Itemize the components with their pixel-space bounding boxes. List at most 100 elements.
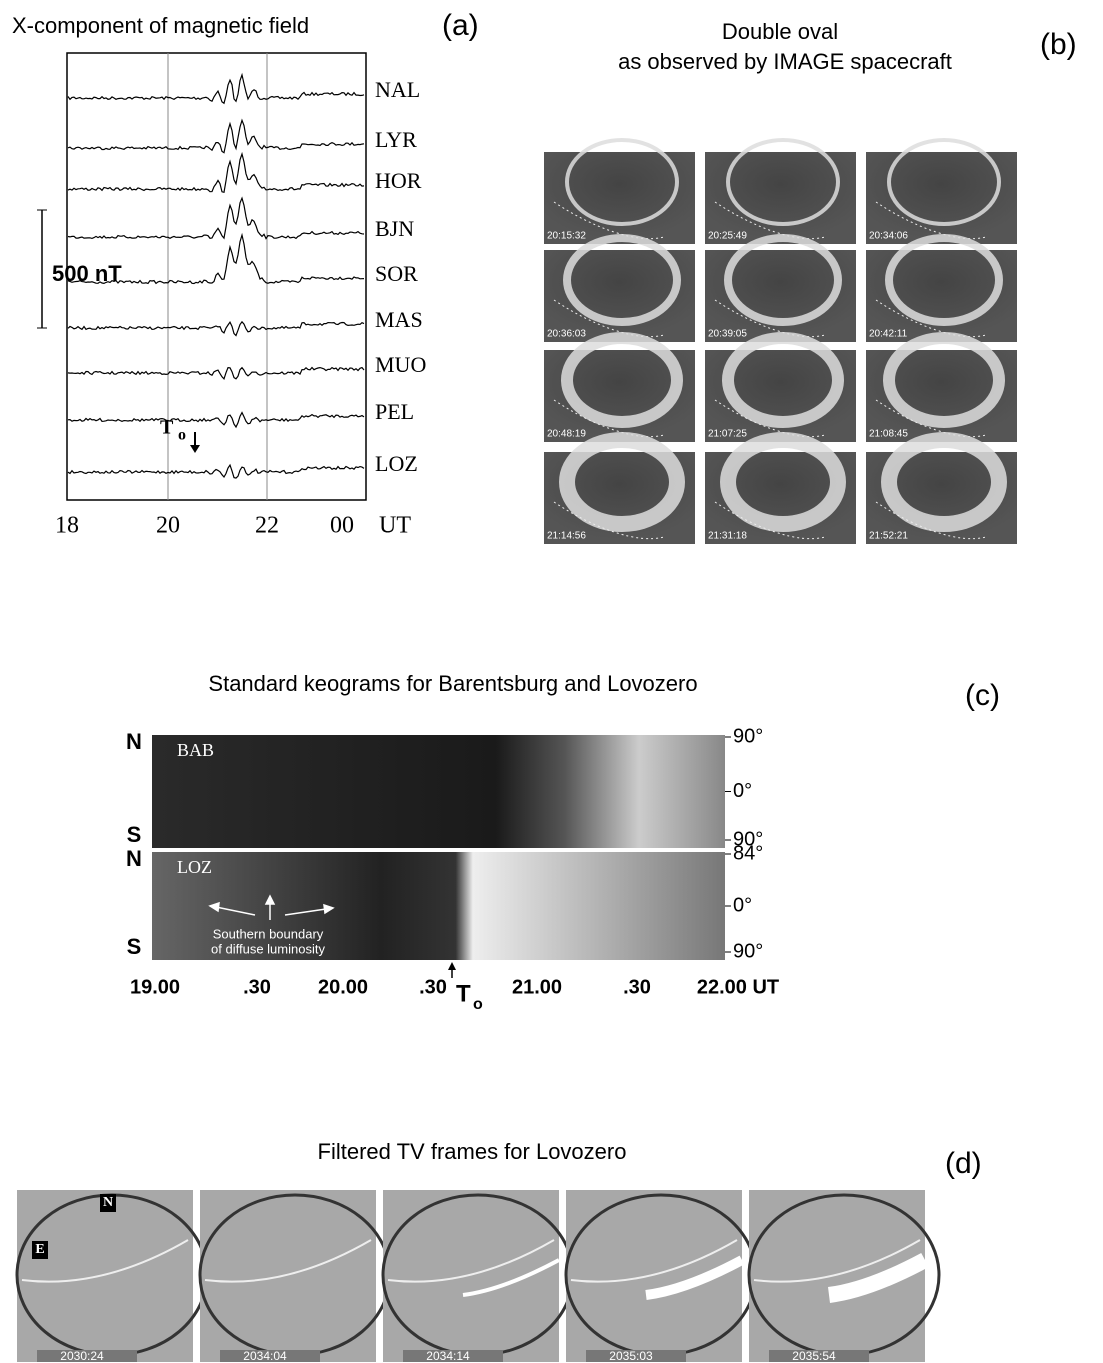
- north-label: N: [126, 729, 142, 754]
- timestamp: 20:48:19: [547, 429, 586, 440]
- timestamp-bg: [403, 1350, 503, 1362]
- tv-frame: [383, 1190, 559, 1362]
- timestamp-bg: [220, 1350, 320, 1362]
- image-grid: 20:15:32 20:25:49 20:34:06 20:36:03 20:39:05…: [544, 138, 1017, 544]
- angle-label: 0°: [733, 780, 752, 802]
- panel-label: (d): [945, 1147, 982, 1180]
- trace: [67, 463, 365, 479]
- angle-label: 90°: [733, 725, 763, 747]
- timestamp: 20:36:03: [547, 329, 586, 340]
- auroral-oval: [563, 234, 681, 326]
- timestamp: 2035:03: [609, 1349, 653, 1363]
- bright-arc: [645, 1255, 745, 1300]
- auroral-oval: [559, 432, 685, 532]
- onset-subscript: o: [473, 996, 483, 1013]
- timestamp: 2030:24: [60, 1349, 104, 1363]
- annotation: Southern boundary: [213, 926, 324, 941]
- auroral-oval: [724, 234, 842, 326]
- trace: [67, 151, 365, 194]
- station-label: MAS: [375, 307, 423, 332]
- arc: [204, 1239, 372, 1283]
- auroral-oval: [887, 138, 1001, 226]
- trace: [67, 72, 365, 105]
- frame-mark: E: [35, 1242, 44, 1257]
- auroral-oval: [881, 432, 1007, 532]
- arc: [753, 1239, 921, 1283]
- trace: [67, 411, 365, 429]
- station-label: MUO: [375, 352, 426, 377]
- panel-d-title: Filtered TV frames for Lovozero: [318, 1139, 627, 1164]
- timestamp-bg: [769, 1350, 869, 1362]
- trace: [67, 118, 365, 154]
- annotation: of diffuse luminosity: [211, 941, 325, 956]
- trace: [67, 196, 365, 240]
- time-tick-label: 20.00: [318, 976, 368, 998]
- timestamp: 2034:14: [426, 1349, 470, 1363]
- tv-frame: [200, 1190, 376, 1362]
- panel-a-title: X-component of magnetic field: [12, 13, 309, 38]
- angle-label: 90°: [733, 940, 763, 962]
- south-label: S: [127, 934, 142, 959]
- trace: [67, 232, 365, 285]
- time-tick-label: .30: [243, 976, 271, 998]
- time-tick-label: .30: [623, 976, 651, 998]
- timestamp: 21:52:21: [869, 531, 908, 542]
- station-label: BAB: [177, 740, 214, 760]
- auroral-oval: [883, 332, 1005, 428]
- timestamp-bg: [586, 1350, 686, 1362]
- auroral-oval: [885, 234, 1003, 326]
- annotation-arrows: [208, 894, 335, 920]
- panel-label: (a): [442, 9, 479, 42]
- station-label: LOZ: [375, 451, 418, 476]
- timestamp: 21:07:25: [708, 429, 747, 440]
- panel-label: (b): [1040, 28, 1077, 61]
- auroral-oval: [726, 138, 840, 226]
- keogram: [152, 735, 725, 848]
- time-unit: UT: [379, 513, 411, 539]
- station-label: HOR: [375, 168, 422, 193]
- trace: [67, 366, 365, 381]
- station-label: SOR: [375, 261, 418, 286]
- tv-frame: [17, 1190, 193, 1362]
- time-tick-label: 22.00 UT: [697, 976, 779, 998]
- timestamp: 2035:54: [792, 1349, 836, 1363]
- angle-label: 84°: [733, 842, 763, 864]
- timestamp: 20:42:11: [869, 329, 908, 340]
- timestamp: 20:15:32: [547, 231, 586, 242]
- traces: [67, 72, 365, 479]
- north-label: N: [126, 846, 142, 871]
- station-label: PEL: [375, 399, 414, 424]
- time-tick-label: 20: [156, 513, 180, 539]
- time-tick-label: 18: [55, 513, 79, 539]
- timestamp: 20:34:06: [869, 231, 908, 242]
- onset-label: T: [456, 980, 471, 1007]
- timestamp: 20:39:05: [708, 329, 747, 340]
- plot-frame: [66, 52, 367, 501]
- timestamp: 21:31:18: [708, 531, 747, 542]
- frame-mark-bg: [32, 1241, 48, 1259]
- frame-mark: N: [103, 1195, 113, 1210]
- timestamp: 20:25:49: [708, 231, 747, 242]
- angle-label: 0°: [733, 894, 752, 916]
- timestamp: 21:14:56: [547, 531, 586, 542]
- auroral-oval: [565, 138, 679, 226]
- bright-arc: [827, 1252, 929, 1303]
- angle-label: 90°: [733, 828, 763, 850]
- timestamp-bg: [37, 1350, 137, 1362]
- onset-label: T: [160, 417, 174, 439]
- frame-mark-bg: [100, 1194, 116, 1212]
- south-label: S: [127, 822, 142, 847]
- panel-label: (c): [965, 679, 1000, 712]
- trace: [67, 320, 365, 337]
- keogram: [152, 852, 725, 960]
- station-label: LYR: [375, 127, 417, 152]
- panel-b-title: as observed by IMAGE spacecraft: [618, 49, 952, 74]
- arc: [387, 1239, 555, 1283]
- onset-subscript: o: [178, 427, 186, 444]
- timestamp: 21:08:45: [869, 429, 908, 440]
- station-label: NAL: [375, 77, 420, 102]
- timestamp: 2034:04: [243, 1349, 287, 1363]
- tv-frames: 2030:24 2034:04 2034:14 2035:03 2035:54 N E: [15, 1190, 941, 1363]
- onset-arrowhead: [190, 445, 200, 453]
